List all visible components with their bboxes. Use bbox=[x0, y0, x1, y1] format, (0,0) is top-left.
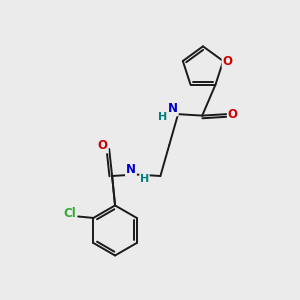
Text: O: O bbox=[223, 55, 232, 68]
Text: O: O bbox=[228, 108, 238, 121]
Text: N: N bbox=[168, 102, 178, 116]
Text: H: H bbox=[140, 174, 149, 184]
Text: Cl: Cl bbox=[64, 207, 76, 220]
Text: O: O bbox=[98, 140, 108, 152]
Text: N: N bbox=[126, 163, 136, 176]
Text: H: H bbox=[158, 112, 167, 122]
